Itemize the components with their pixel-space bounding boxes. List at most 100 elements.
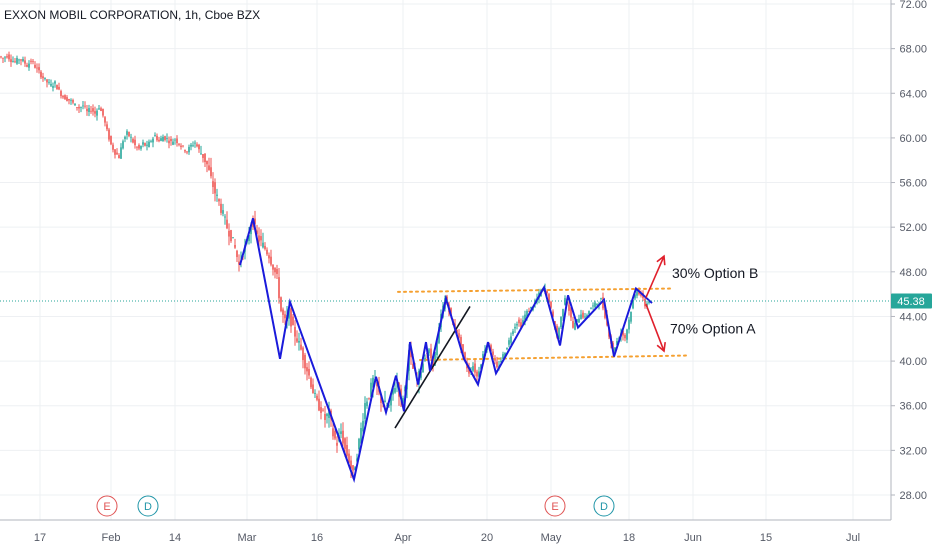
- candle-body: [40, 71, 42, 78]
- candle-body: [284, 314, 286, 319]
- candle-body: [364, 403, 366, 419]
- candle-body: [158, 139, 160, 142]
- candle-body: [180, 145, 182, 147]
- candle-body: [280, 297, 282, 312]
- price-axis[interactable]: 72.00 68.00 64.00 60.00 56.00 52.00 48.00 44.00…: [890, 0, 927, 520]
- candle-body: [48, 81, 50, 83]
- candle-body: [234, 244, 236, 248]
- candle-body: [616, 340, 618, 346]
- zigzag-pattern: [239, 217, 653, 484]
- candle-body: [50, 83, 52, 86]
- candle-body: [294, 326, 296, 337]
- candle-body: [306, 367, 308, 372]
- candle-body: [184, 150, 186, 152]
- time-axis[interactable]: 17 Feb 14 Mar 16 Apr 20 May 18 Jun 15 Jul: [0, 519, 891, 544]
- candle-body: [552, 311, 554, 317]
- candle-body: [264, 245, 266, 249]
- candle-body: [524, 314, 526, 321]
- candle-body: [636, 291, 638, 296]
- time-tick-label: 15: [760, 532, 772, 544]
- candle-body: [428, 349, 430, 354]
- candle-body: [32, 61, 34, 63]
- candle-body: [626, 329, 628, 340]
- candle-body: [422, 363, 424, 373]
- candle-body: [362, 420, 364, 432]
- candle-body: [268, 255, 270, 259]
- candle-body: [278, 277, 280, 299]
- candle-body: [174, 139, 176, 141]
- price-tick-label: 72.00: [899, 0, 927, 11]
- candle-body: [204, 153, 206, 163]
- candle-body: [384, 400, 386, 403]
- candle-body: [150, 140, 152, 142]
- candle-body: [590, 308, 592, 310]
- price-tick-label: 28.00: [899, 490, 927, 502]
- candle-body: [360, 427, 362, 444]
- candle-body: [480, 364, 482, 370]
- candle-body: [122, 141, 124, 149]
- candle-body: [36, 67, 38, 69]
- candle-body: [472, 366, 474, 371]
- candle-body: [298, 340, 300, 343]
- candle-body: [478, 371, 480, 377]
- candle-body: [530, 306, 532, 309]
- candle-body: [254, 218, 256, 225]
- candle-body: [232, 237, 234, 239]
- candle-body: [340, 431, 342, 434]
- candle-body: [190, 144, 192, 147]
- candle-body: [250, 225, 252, 235]
- candle-body: [104, 117, 106, 123]
- candle-body: [92, 108, 94, 112]
- candle-body: [148, 141, 150, 148]
- candle-body: [96, 110, 98, 116]
- candle-body: [218, 199, 220, 202]
- candle-body: [156, 135, 158, 141]
- candle-body: [570, 307, 572, 318]
- candle-body: [354, 467, 356, 471]
- candle-body: [42, 76, 44, 79]
- time-tick-label: Apr: [394, 532, 411, 544]
- time-tick-label: 16: [311, 532, 323, 544]
- candle-body: [140, 145, 142, 149]
- price-tick-label: 60.00: [899, 133, 927, 145]
- candle-body: [520, 322, 522, 328]
- candle-body: [76, 107, 78, 108]
- candle-body: [236, 250, 238, 258]
- candle-body: [24, 60, 26, 64]
- candle-body: [300, 344, 302, 350]
- candle-body: [154, 135, 156, 137]
- candle-body: [200, 153, 202, 155]
- candle-body: [172, 141, 174, 145]
- candle-body: [118, 155, 120, 159]
- candle-body: [30, 60, 32, 62]
- time-tick-label: 20: [481, 532, 493, 544]
- candle-body: [168, 140, 170, 144]
- candle-body: [464, 352, 466, 361]
- candle-body: [640, 293, 642, 296]
- candle-body: [14, 61, 16, 63]
- badge-letter: D: [144, 501, 152, 513]
- candle-body: [572, 321, 574, 328]
- candle-body: [262, 242, 264, 248]
- candle-body: [494, 358, 496, 361]
- candle-body: [336, 442, 338, 446]
- candle-body: [496, 361, 498, 368]
- candle-body: [346, 444, 348, 456]
- candle-body: [368, 397, 370, 399]
- candle-body: [178, 143, 180, 145]
- candle-body: [128, 131, 130, 137]
- candle-body: [304, 354, 306, 369]
- candle-body: [258, 235, 260, 242]
- time-tick-label: Feb: [102, 532, 121, 544]
- candle-body: [288, 309, 290, 319]
- candle-body: [188, 146, 190, 153]
- candle-body: [164, 136, 166, 140]
- candle-body: [482, 353, 484, 362]
- badge-circle: [137, 495, 159, 517]
- price-tick-label: 32.00: [899, 445, 927, 457]
- candle-body: [430, 348, 432, 359]
- candle-body: [68, 98, 70, 101]
- price-tick-label: 48.00: [899, 267, 927, 279]
- candle-body: [8, 54, 10, 60]
